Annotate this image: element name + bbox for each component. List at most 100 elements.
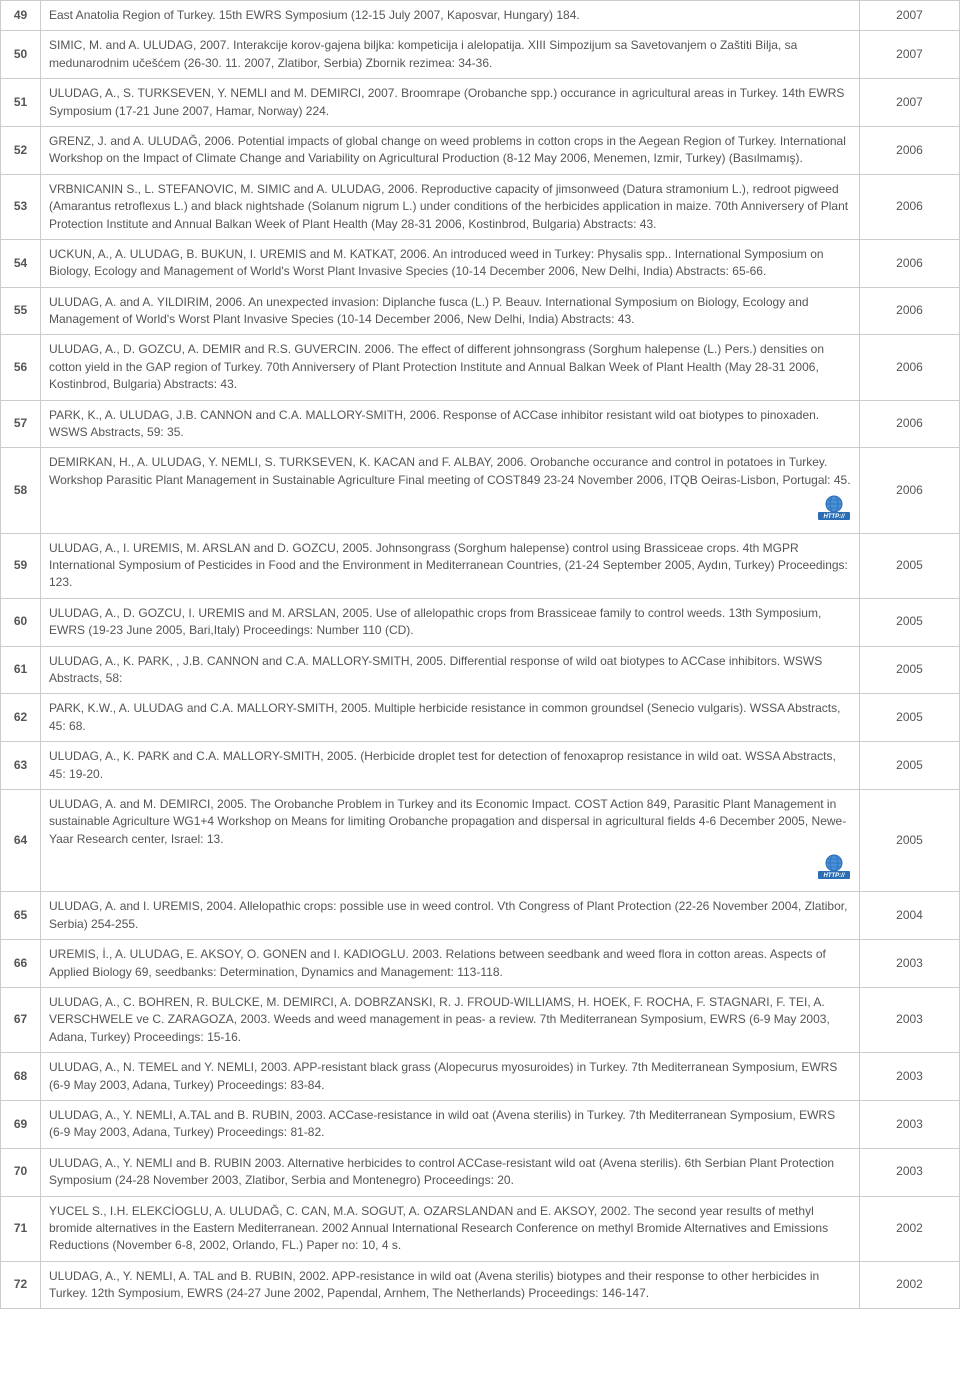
year: 2005 xyxy=(860,789,960,892)
citation-text: UREMIS, İ., A. ULUDAG, E. AKSOY, O. GONE… xyxy=(41,940,860,988)
citation-text: ULUDAG, A. and I. UREMIS, 2004. Allelopa… xyxy=(41,892,860,940)
year: 2003 xyxy=(860,1053,960,1101)
table-row: 66UREMIS, İ., A. ULUDAG, E. AKSOY, O. GO… xyxy=(1,940,960,988)
row-number: 72 xyxy=(1,1261,41,1309)
table-row: 53VRBNICANIN S., L. STEFANOVIC, M. SIMIC… xyxy=(1,174,960,239)
citation-text: ULUDAG, A., K. PARK, , J.B. CANNON and C… xyxy=(41,646,860,694)
year: 2007 xyxy=(860,31,960,79)
row-number: 59 xyxy=(1,533,41,598)
year: 2004 xyxy=(860,892,960,940)
citation-text: YUCEL S., I.H. ELEKCİOGLU, A. ULUDAĞ, C.… xyxy=(41,1196,860,1261)
year: 2006 xyxy=(860,287,960,335)
row-number: 63 xyxy=(1,742,41,790)
year: 2003 xyxy=(860,940,960,988)
citation-text: GRENZ, J. and A. ULUDAĞ, 2006. Potential… xyxy=(41,126,860,174)
year: 2006 xyxy=(860,335,960,400)
table-row: 69ULUDAG, A., Y. NEMLI, A.TAL and B. RUB… xyxy=(1,1100,960,1148)
year: 2005 xyxy=(860,646,960,694)
year: 2003 xyxy=(860,1100,960,1148)
year: 2006 xyxy=(860,239,960,287)
row-number: 50 xyxy=(1,31,41,79)
row-number: 52 xyxy=(1,126,41,174)
row-number: 49 xyxy=(1,1,41,31)
svg-text:HTTP://: HTTP:// xyxy=(824,873,846,879)
row-number: 54 xyxy=(1,239,41,287)
year: 2003 xyxy=(860,1148,960,1196)
year: 2007 xyxy=(860,79,960,127)
table-row: 65ULUDAG, A. and I. UREMIS, 2004. Allelo… xyxy=(1,892,960,940)
citation-text: ULUDAG, A., C. BOHREN, R. BULCKE, M. DEM… xyxy=(41,988,860,1053)
row-number: 71 xyxy=(1,1196,41,1261)
year: 2006 xyxy=(860,448,960,533)
row-number: 69 xyxy=(1,1100,41,1148)
row-number: 61 xyxy=(1,646,41,694)
table-row: 51ULUDAG, A., S. TURKSEVEN, Y. NEMLI and… xyxy=(1,79,960,127)
table-row: 49East Anatolia Region of Turkey. 15th E… xyxy=(1,1,960,31)
citation-text: SIMIC, M. and A. ULUDAG, 2007. Interakci… xyxy=(41,31,860,79)
year: 2005 xyxy=(860,694,960,742)
row-number: 57 xyxy=(1,400,41,448)
row-number: 56 xyxy=(1,335,41,400)
year: 2007 xyxy=(860,1,960,31)
table-row: 61ULUDAG, A., K. PARK, , J.B. CANNON and… xyxy=(1,646,960,694)
row-number: 66 xyxy=(1,940,41,988)
table-row: 63ULUDAG, A., K. PARK and C.A. MALLORY-S… xyxy=(1,742,960,790)
table-row: 70ULUDAG, A., Y. NEMLI and B. RUBIN 2003… xyxy=(1,1148,960,1196)
row-number: 70 xyxy=(1,1148,41,1196)
table-row: 52GRENZ, J. and A. ULUDAĞ, 2006. Potenti… xyxy=(1,126,960,174)
table-row: 72ULUDAG, A., Y. NEMLI, A. TAL and B. RU… xyxy=(1,1261,960,1309)
citation-text: ULUDAG, A., Y. NEMLI, A.TAL and B. RUBIN… xyxy=(41,1100,860,1148)
year: 2005 xyxy=(860,533,960,598)
table-row: 54UCKUN, A., A. ULUDAG, B. BUKUN, I. URE… xyxy=(1,239,960,287)
citation-text: ULUDAG, A. and A. YILDIRIM, 2006. An une… xyxy=(41,287,860,335)
citation-text: UCKUN, A., A. ULUDAG, B. BUKUN, I. UREMI… xyxy=(41,239,860,287)
row-number: 60 xyxy=(1,598,41,646)
year: 2002 xyxy=(860,1196,960,1261)
table-row: 71YUCEL S., I.H. ELEKCİOGLU, A. ULUDAĞ, … xyxy=(1,1196,960,1261)
citation-text: VRBNICANIN S., L. STEFANOVIC, M. SIMIC a… xyxy=(41,174,860,239)
row-number: 51 xyxy=(1,79,41,127)
citation-text: ULUDAG, A., K. PARK and C.A. MALLORY-SMI… xyxy=(41,742,860,790)
table-row: 50SIMIC, M. and A. ULUDAG, 2007. Interak… xyxy=(1,31,960,79)
row-number: 67 xyxy=(1,988,41,1053)
year: 2005 xyxy=(860,742,960,790)
year: 2005 xyxy=(860,598,960,646)
table-row: 68ULUDAG, A., N. TEMEL and Y. NEMLI, 200… xyxy=(1,1053,960,1101)
table-row: 62PARK, K.W., A. ULUDAG and C.A. MALLORY… xyxy=(1,694,960,742)
row-number: 58 xyxy=(1,448,41,533)
row-number: 68 xyxy=(1,1053,41,1101)
year: 2003 xyxy=(860,988,960,1053)
year: 2006 xyxy=(860,126,960,174)
table-row: 67ULUDAG, A., C. BOHREN, R. BULCKE, M. D… xyxy=(1,988,960,1053)
citation-text: PARK, K., A. ULUDAG, J.B. CANNON and C.A… xyxy=(41,400,860,448)
row-number: 55 xyxy=(1,287,41,335)
citation-text: ULUDAG, A. and M. DEMIRCI, 2005. The Oro… xyxy=(41,789,860,892)
year: 2006 xyxy=(860,174,960,239)
year: 2006 xyxy=(860,400,960,448)
citation-text: ULUDAG, A., Y. NEMLI and B. RUBIN 2003. … xyxy=(41,1148,860,1196)
row-number: 62 xyxy=(1,694,41,742)
citation-text: ULUDAG, A., S. TURKSEVEN, Y. NEMLI and M… xyxy=(41,79,860,127)
http-link-icon[interactable]: HTTP:// xyxy=(49,495,851,526)
table-row: 58DEMIRKAN, H., A. ULUDAG, Y. NEMLI, S. … xyxy=(1,448,960,533)
citation-text: ULUDAG, A., D. GOZCU, A. DEMIR and R.S. … xyxy=(41,335,860,400)
citation-text: DEMIRKAN, H., A. ULUDAG, Y. NEMLI, S. TU… xyxy=(41,448,860,533)
row-number: 65 xyxy=(1,892,41,940)
citation-text: East Anatolia Region of Turkey. 15th EWR… xyxy=(41,1,860,31)
svg-text:HTTP://: HTTP:// xyxy=(824,514,846,520)
table-row: 59ULUDAG, A., I. UREMIS, M. ARSLAN and D… xyxy=(1,533,960,598)
table-row: 55ULUDAG, A. and A. YILDIRIM, 2006. An u… xyxy=(1,287,960,335)
table-row: 56ULUDAG, A., D. GOZCU, A. DEMIR and R.S… xyxy=(1,335,960,400)
http-link-icon[interactable]: HTTP:// xyxy=(49,854,851,885)
table-row: 64ULUDAG, A. and M. DEMIRCI, 2005. The O… xyxy=(1,789,960,892)
row-number: 64 xyxy=(1,789,41,892)
citation-text: ULUDAG, A., D. GOZCU, I. UREMIS and M. A… xyxy=(41,598,860,646)
publications-table: 49East Anatolia Region of Turkey. 15th E… xyxy=(0,0,960,1309)
year: 2002 xyxy=(860,1261,960,1309)
citation-text: PARK, K.W., A. ULUDAG and C.A. MALLORY-S… xyxy=(41,694,860,742)
citation-text: ULUDAG, A., I. UREMIS, M. ARSLAN and D. … xyxy=(41,533,860,598)
table-row: 60ULUDAG, A., D. GOZCU, I. UREMIS and M.… xyxy=(1,598,960,646)
table-row: 57PARK, K., A. ULUDAG, J.B. CANNON and C… xyxy=(1,400,960,448)
citation-text: ULUDAG, A., Y. NEMLI, A. TAL and B. RUBI… xyxy=(41,1261,860,1309)
row-number: 53 xyxy=(1,174,41,239)
